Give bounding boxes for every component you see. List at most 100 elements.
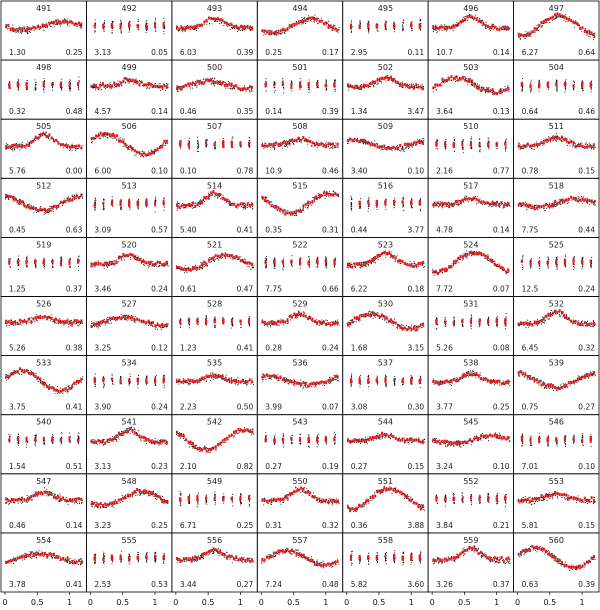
binned-points [517, 370, 595, 391]
panel-id-label: 503 [463, 63, 478, 72]
panel-518: 518 7.75 0.44 [513, 177, 600, 238]
binned-points [5, 315, 83, 326]
panel-548: 548 3.23 0.25 [86, 473, 173, 534]
panel-right-value: 0.25 [66, 48, 83, 57]
panel-547: 547 0.46 0.14 [0, 473, 87, 534]
binned-points [90, 427, 168, 445]
panel-538: 538 3.77 0.25 [427, 355, 514, 416]
panel-515: 515 0.35 0.31 [256, 177, 344, 238]
panel-left-value: 1.68 [351, 344, 368, 353]
panel-left-value: 0.64 [522, 107, 539, 116]
panel-514: 514 5.40 0.41 [171, 177, 258, 238]
panel-492: 492 3.13 0.05 [86, 0, 173, 61]
panel-id-label: 492 [122, 4, 137, 13]
panel-right-value: 0.57 [151, 225, 168, 234]
binned-points [435, 495, 507, 502]
panel-left-value: 0.35 [265, 225, 282, 234]
panel-left-value: 3.90 [94, 403, 111, 412]
panel-left-value: 3.13 [94, 462, 111, 471]
binned-points [432, 251, 510, 276]
panel-552: 552 3.84 0.21 [427, 473, 514, 534]
panel-right-value: 0.32 [578, 344, 595, 353]
binned-points [8, 436, 80, 443]
panel-right-value: 0.41 [66, 580, 83, 589]
binned-points [517, 135, 595, 149]
x-tick-label: 1 [67, 598, 72, 607]
binned-points [517, 12, 595, 38]
panel-550: 550 0.31 0.32 [256, 473, 344, 534]
panel-495: 495 2.95 0.11 [342, 0, 429, 61]
panel-521: 521 0.61 0.47 [171, 236, 258, 297]
binned-points [520, 435, 592, 443]
panel-right-value: 0.08 [493, 344, 510, 353]
panel-508: 508 10.9 0.46 [256, 118, 344, 179]
binned-points [8, 258, 80, 266]
binned-points [93, 199, 165, 207]
panel-id-label: 494 [292, 4, 307, 13]
panel-id-label: 509 [378, 122, 393, 131]
panel-id-label: 556 [207, 536, 222, 545]
panel-right-value: 0.48 [322, 580, 339, 589]
panel-left-value: 12.5 [522, 285, 539, 294]
panel-right-value: 0.14 [66, 521, 83, 530]
panel-left-value: 0.27 [351, 462, 368, 471]
binned-points [432, 371, 510, 386]
panel-525: 525 12.5 0.24 [513, 236, 600, 297]
binned-points [90, 76, 168, 90]
panel-551: 551 0.36 3.88 [342, 473, 429, 534]
panel-491: 491 1.30 0.25 [0, 0, 87, 61]
panel-right-value: 0.24 [151, 403, 168, 412]
panel-right-value: 0.14 [151, 107, 168, 116]
panel-id-label: 512 [36, 181, 51, 190]
panel-520: 520 3.46 0.24 [86, 236, 173, 297]
binned-points [346, 137, 424, 151]
panel-right-value: 0.46 [322, 166, 339, 175]
panel-left-value: 3.99 [265, 403, 282, 412]
panel-left-value: 1.25 [9, 285, 26, 294]
panel-left-value: 0.46 [9, 521, 26, 530]
panel-left-value: 5.26 [436, 344, 453, 353]
binned-points [264, 81, 336, 90]
panel-left-value: 5.40 [180, 225, 197, 234]
panel-528: 528 1.23 0.41 [171, 296, 258, 356]
binned-points [176, 373, 254, 384]
panel-right-value: 0.15 [407, 462, 424, 471]
panel-id-label: 544 [378, 418, 393, 427]
panel-533: 533 3.75 0.41 [0, 355, 87, 416]
x-tick-label: 0 [515, 598, 520, 607]
panel-left-value: 0.63 [522, 580, 539, 589]
panel-560: 560 0.63 0.39 [513, 532, 600, 593]
binned-points [5, 132, 83, 150]
panel-right-value: 0.14 [493, 48, 510, 57]
panel-id-label: 515 [292, 181, 307, 190]
panel-id-label: 505 [36, 122, 51, 131]
x-tick-label: 0.5 [373, 598, 386, 607]
panel-id-label: 522 [292, 240, 307, 249]
panel-left-value: 3.25 [94, 344, 111, 353]
panel-left-value: 6.27 [522, 48, 539, 57]
panel-id-label: 551 [378, 477, 393, 486]
panel-right-value: 0.25 [151, 521, 168, 530]
binned-points [432, 14, 510, 32]
binned-points [520, 258, 592, 265]
binned-points [179, 140, 250, 148]
panel-right-value: 0.24 [151, 285, 168, 294]
panel-id-label: 497 [549, 4, 564, 13]
binned-points [261, 191, 339, 216]
binned-points [261, 311, 339, 327]
panel-left-value: 3.24 [436, 462, 453, 471]
panel-left-value: 3.46 [94, 285, 111, 294]
panel-545: 545 3.24 0.10 [427, 414, 514, 475]
binned-points [8, 81, 80, 89]
binned-points [517, 195, 595, 211]
panel-id-label: 500 [207, 63, 222, 72]
panel-left-value: 0.27 [265, 462, 282, 471]
panel-id-label: 507 [207, 122, 222, 131]
panel-523: 523 6.22 0.18 [342, 236, 429, 297]
binned-points [435, 140, 507, 148]
panel-id-label: 535 [207, 359, 222, 368]
x-tick-label: 0.5 [287, 598, 300, 607]
panel-right-value: 0.51 [66, 462, 83, 471]
panel-left-value: 0.46 [180, 107, 197, 116]
